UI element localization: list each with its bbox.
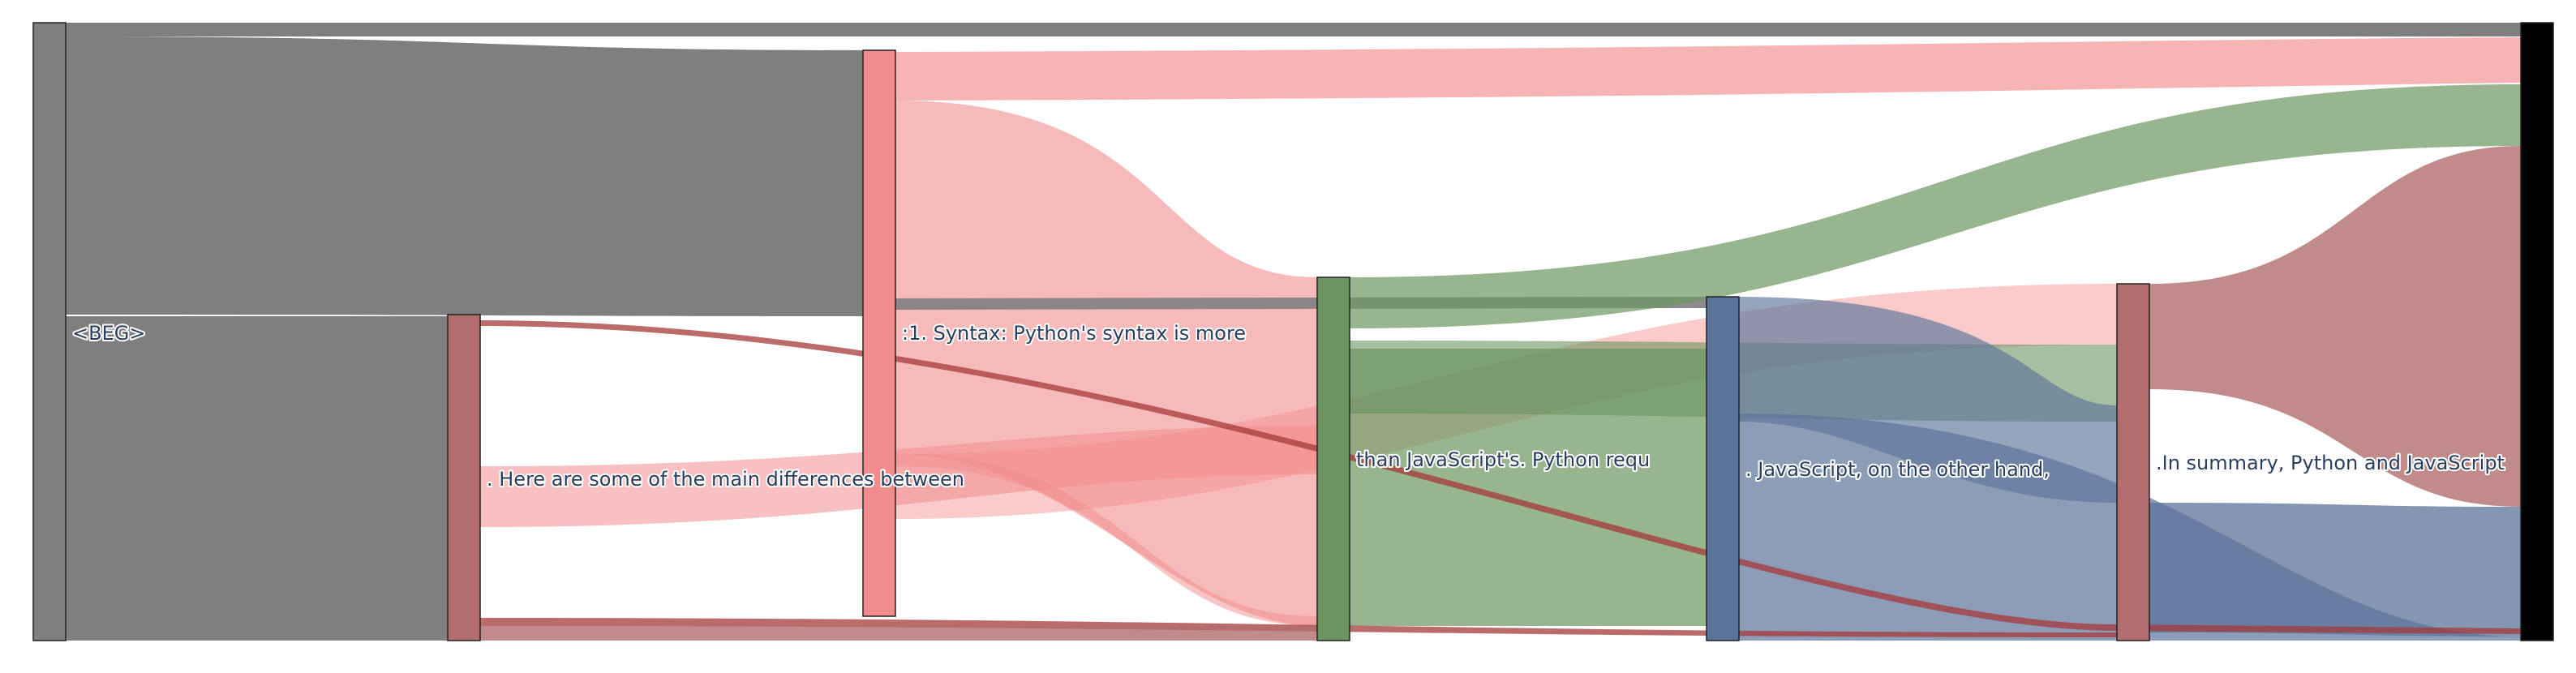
link-beg-end xyxy=(66,23,2521,36)
link-summary-end-blue xyxy=(2149,503,2521,637)
node-js[interactable] xyxy=(1706,296,1740,641)
link-syntax-than xyxy=(895,101,1317,626)
link-beg-syntax xyxy=(66,36,863,316)
node-syntax[interactable] xyxy=(862,49,896,617)
link-beg-here xyxy=(66,316,448,641)
link-summary-end xyxy=(2149,146,2521,507)
node-summary[interactable] xyxy=(2116,283,2150,641)
node-label-beg: <BEG> xyxy=(72,322,145,345)
node-end[interactable] xyxy=(2520,22,2554,641)
sankey-labels: <BEG> . Here are some of the main differ… xyxy=(71,320,2506,492)
link-js-summary xyxy=(1739,297,2117,503)
node-here[interactable] xyxy=(447,314,481,641)
node-label-summary: .In summary, Python and JavaScript xyxy=(2156,452,2505,474)
link-than-js xyxy=(1350,349,1707,626)
link-here-than xyxy=(480,426,1317,527)
node-label-syntax: :1. Syntax: Python's syntax is more xyxy=(902,322,1246,345)
node-than[interactable] xyxy=(1316,276,1350,641)
node-label-than: than JavaScript's. Python requ xyxy=(1356,448,1650,471)
link-syntax-end xyxy=(895,37,2521,101)
node-label-js: . JavaScript, on the other hand, xyxy=(1745,458,2050,481)
link-than-end xyxy=(1350,84,2521,328)
node-label-here: . Here are some of the main differences … xyxy=(487,468,964,491)
sankey-links xyxy=(66,23,2521,641)
link-here-than-bottom xyxy=(480,626,1317,641)
node-beg[interactable] xyxy=(32,22,67,641)
sankey-nodes xyxy=(32,22,2554,641)
